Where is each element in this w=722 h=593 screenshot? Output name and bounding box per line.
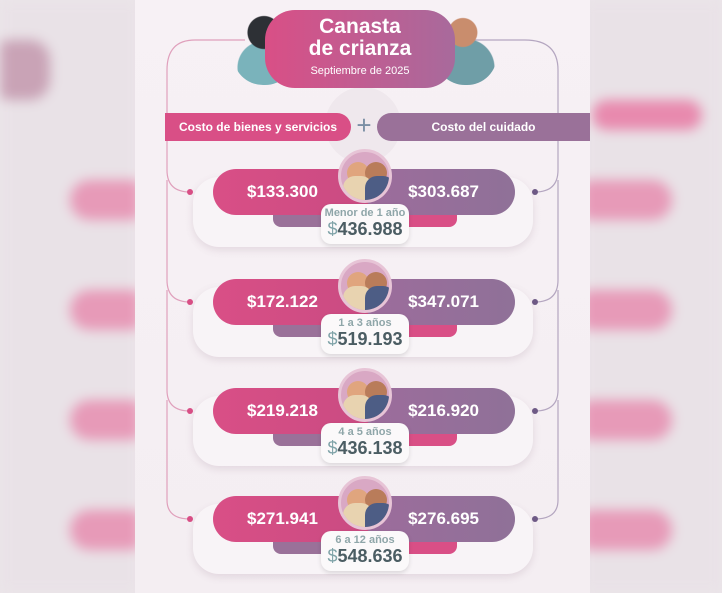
age-group-label: 4 a 5 años	[338, 426, 392, 438]
children-avatar	[338, 259, 392, 313]
category-goods-services: Costo de bienes y servicios	[165, 113, 351, 141]
age-group-label: Menor de 1 año	[324, 207, 406, 219]
total-value: 548.636	[337, 546, 403, 566]
children-avatar	[338, 149, 392, 203]
total-label-box: Menor de 1 año $436.988	[321, 204, 409, 244]
row-underlay-right	[397, 213, 457, 227]
row-underlay-right	[397, 432, 457, 446]
infographic-card: Canasta de crianza Septiembre de 2025 Co…	[135, 0, 590, 593]
title-line-2: de crianza	[308, 37, 412, 60]
total-cost: $548.636	[321, 546, 409, 566]
row-underlay-left	[273, 323, 333, 337]
title-line-1: Canasta	[319, 15, 401, 38]
total-label-box: 1 a 3 años $519.193	[321, 314, 409, 354]
row-underlay-right	[397, 540, 457, 554]
children-avatar	[338, 368, 392, 422]
children-avatar	[338, 476, 392, 530]
total-label-box: 6 a 12 años $548.636	[321, 531, 409, 571]
total-cost: $519.193	[321, 329, 409, 349]
age-group-label: 6 a 12 años	[335, 534, 395, 546]
total-value: 436.138	[337, 438, 403, 458]
category-care: Costo del cuidado	[377, 113, 590, 141]
subtitle-date: Septiembre de 2025	[310, 65, 410, 77]
connector-lines	[166, 39, 559, 522]
currency-symbol: $	[327, 546, 338, 566]
total-cost: $436.988	[321, 219, 409, 239]
title-banner: Canasta de crianza Septiembre de 2025	[265, 10, 455, 88]
row-underlay-left	[273, 432, 333, 446]
blurred-background-right	[582, 0, 722, 593]
total-cost: $436.138	[321, 438, 409, 458]
age-group-label: 1 a 3 años	[338, 317, 392, 329]
blurred-background-left	[0, 0, 140, 593]
currency-symbol: $	[327, 329, 338, 349]
currency-symbol: $	[327, 219, 338, 239]
total-label-box: 4 a 5 años $436.138	[321, 423, 409, 463]
row-underlay-left	[273, 213, 333, 227]
row-underlay-right	[397, 323, 457, 337]
plus-icon: +	[356, 110, 372, 140]
total-value: 436.988	[337, 219, 403, 239]
currency-symbol: $	[327, 438, 338, 458]
row-underlay-left	[273, 540, 333, 554]
total-value: 519.193	[337, 329, 403, 349]
